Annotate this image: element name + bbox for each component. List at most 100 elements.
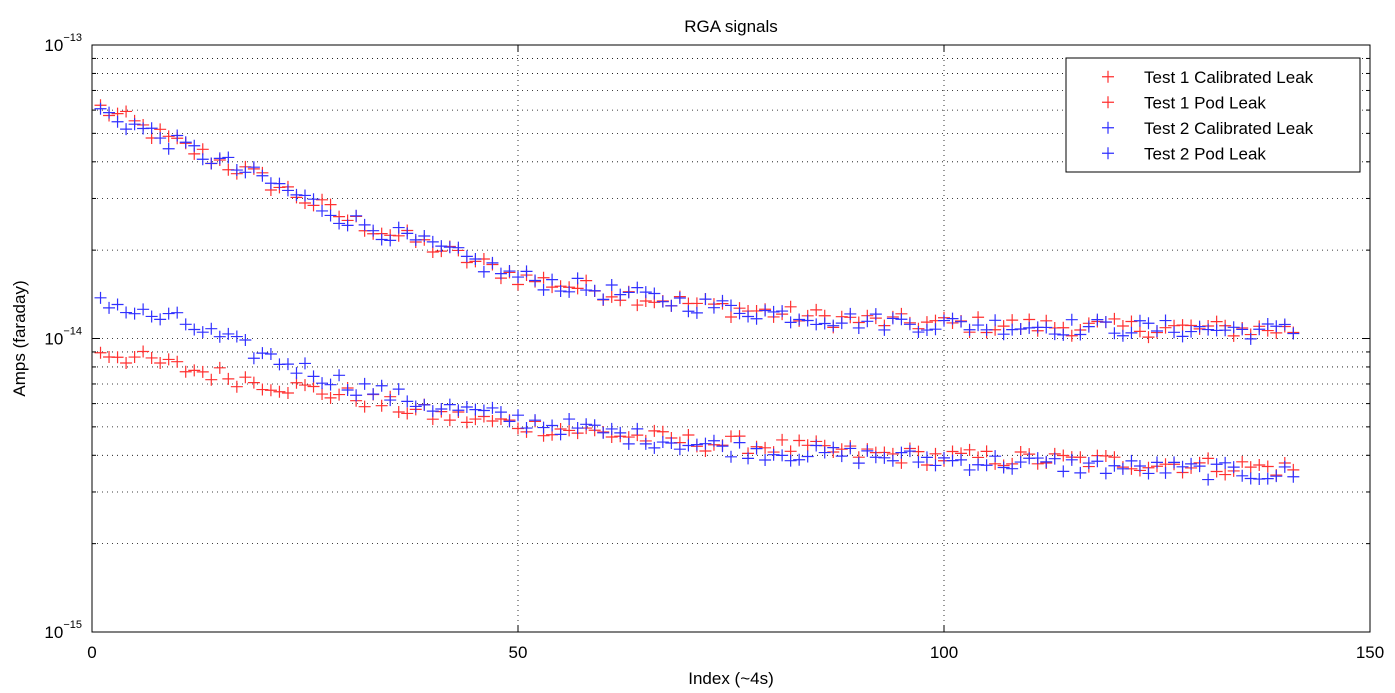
- data-point: [1202, 452, 1215, 465]
- data-point: [205, 322, 218, 335]
- data-point: [648, 441, 661, 454]
- data-point: [980, 323, 993, 336]
- data-point: [179, 136, 192, 149]
- data-point: [1168, 456, 1181, 469]
- data-point: [844, 442, 857, 455]
- data-point: [1236, 469, 1249, 482]
- data-point: [750, 312, 763, 325]
- data-point: [920, 324, 933, 337]
- data-point: [401, 227, 414, 240]
- data-point: [1057, 465, 1070, 478]
- data-point: [648, 287, 661, 300]
- data-point: [299, 357, 311, 370]
- series-test-2-pod-leak: [94, 291, 1300, 486]
- x-tick-label: 50: [509, 643, 528, 662]
- data-point: [316, 193, 329, 206]
- data-point: [154, 313, 167, 326]
- data-point: [247, 352, 260, 365]
- data-point: [622, 286, 635, 299]
- data-point: [793, 453, 806, 466]
- data-point: [699, 293, 712, 306]
- data-point: [409, 400, 422, 413]
- chart-title: RGA signals: [684, 17, 778, 36]
- data-point: [1031, 452, 1044, 465]
- data-point: [972, 319, 985, 332]
- data-point: [750, 442, 763, 455]
- data-point: [1185, 457, 1198, 470]
- data-point: [1202, 323, 1215, 336]
- data-point: [546, 273, 559, 286]
- data-point: [801, 450, 814, 463]
- data-point: [1227, 321, 1240, 334]
- data-point: [1065, 453, 1078, 466]
- data-point: [1116, 462, 1129, 475]
- data-point: [597, 293, 610, 306]
- data-point: [418, 398, 431, 411]
- data-point: [580, 284, 593, 297]
- data-point: [801, 314, 814, 327]
- data-point: [784, 300, 797, 313]
- data-point: [512, 271, 524, 284]
- data-point: [239, 333, 252, 346]
- data-point: [188, 323, 201, 336]
- data-point: [903, 445, 916, 458]
- data-point: [955, 453, 968, 466]
- data-point: [895, 313, 908, 326]
- data-point: [128, 118, 141, 131]
- data-point: [895, 446, 908, 459]
- data-point: [1133, 460, 1146, 473]
- data-point: [810, 439, 823, 452]
- data-point: [537, 421, 550, 434]
- data-point: [145, 122, 158, 135]
- data-point: [1125, 454, 1138, 467]
- data-point: [1057, 328, 1070, 341]
- data-point: [725, 310, 737, 323]
- data-point: [1142, 317, 1155, 330]
- data-point: [1074, 328, 1087, 341]
- data-point: [835, 450, 848, 463]
- x-tick-label: 150: [1356, 643, 1384, 662]
- data-point: [716, 440, 729, 453]
- data-point: [392, 383, 405, 396]
- data-point: [1227, 461, 1240, 474]
- data-point: [120, 356, 133, 369]
- data-point: [529, 414, 542, 427]
- data-point: [494, 406, 507, 419]
- data-point: [1176, 460, 1189, 473]
- y-axis-label: Amps (faraday): [10, 280, 29, 396]
- data-point: [435, 240, 448, 253]
- legend-label: Test 2 Pod Leak: [1144, 144, 1266, 163]
- data-point: [1176, 330, 1189, 343]
- data-point: [222, 327, 235, 340]
- data-point: [529, 274, 542, 287]
- data-point: [554, 428, 567, 441]
- data-point: [605, 422, 618, 435]
- data-point: [665, 437, 678, 450]
- data-point: [171, 355, 184, 368]
- data-point: [793, 434, 806, 447]
- data-point: [1065, 329, 1078, 342]
- data-point: [460, 416, 473, 429]
- data-point: [290, 367, 303, 380]
- data-point: [111, 115, 124, 128]
- data-point: [120, 306, 133, 319]
- data-point: [375, 399, 388, 412]
- data-point: [1065, 313, 1078, 326]
- data-point: [597, 426, 610, 439]
- data-point: [1116, 329, 1129, 342]
- data-point: [588, 284, 601, 297]
- data-point: [299, 379, 311, 392]
- data-point: [324, 209, 337, 222]
- data-point: [281, 387, 294, 400]
- data-point: [1125, 315, 1138, 328]
- data-point: [333, 217, 346, 230]
- data-point: [401, 395, 414, 408]
- axis-ticks: 0 50 100 150 10−15 10−14 10−13: [44, 32, 1384, 662]
- data-point: [810, 303, 823, 316]
- data-point: [716, 294, 729, 307]
- data-point: [929, 447, 942, 460]
- data-point: [281, 184, 294, 197]
- data-point: [256, 347, 269, 360]
- data-point: [793, 313, 806, 326]
- data-point: [239, 371, 252, 384]
